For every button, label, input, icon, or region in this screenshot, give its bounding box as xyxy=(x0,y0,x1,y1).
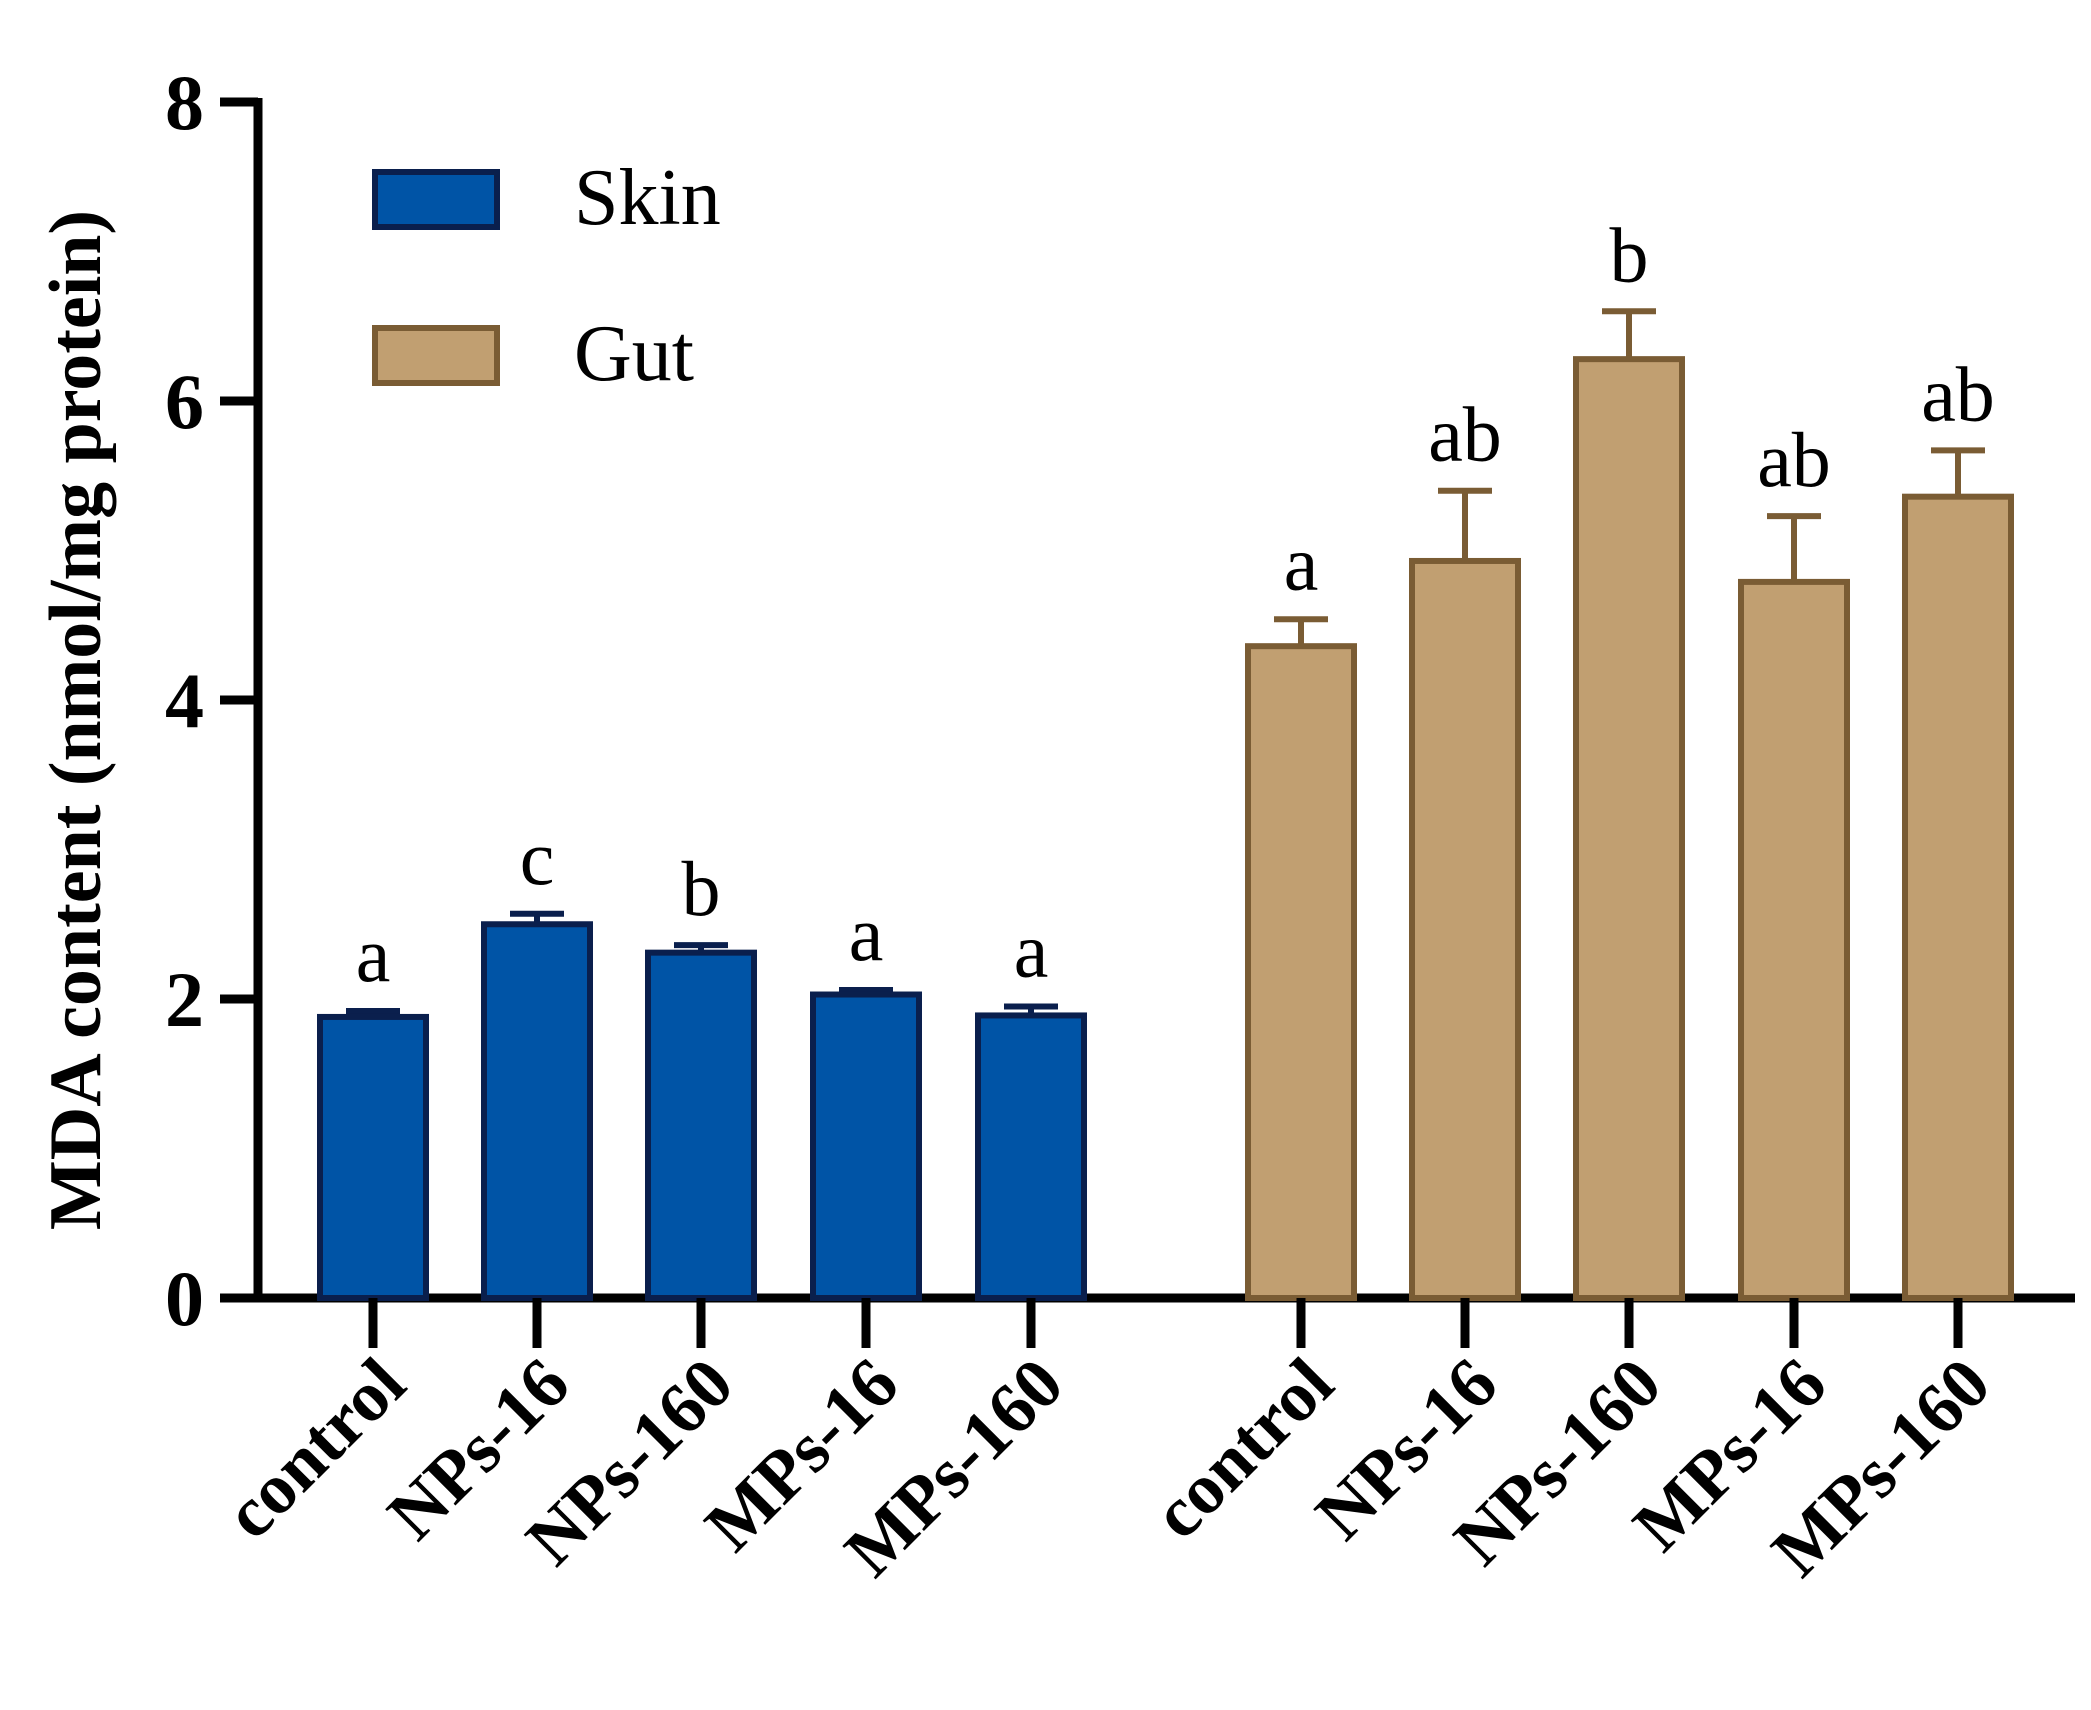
significance-label: a xyxy=(849,890,884,977)
y-axis-title: MDA content (nmol/mg protein) xyxy=(35,210,117,1230)
bar-gut-control xyxy=(1245,643,1357,1301)
significance-label: a xyxy=(356,911,391,998)
y-tick-label: 8 xyxy=(165,59,204,146)
significance-label: ab xyxy=(1428,391,1502,478)
bar-gut-nps-160 xyxy=(1573,356,1685,1301)
bar-gut-mps-16 xyxy=(1738,578,1850,1301)
legend-label-skin: Skin xyxy=(574,154,721,242)
y-tick-label: 2 xyxy=(165,956,204,1043)
y-tick-label: 0 xyxy=(165,1255,204,1342)
bar-skin-control xyxy=(317,1013,429,1301)
y-tick-label: 6 xyxy=(165,358,204,445)
x-tick-label: control xyxy=(1137,1343,1348,1554)
x-tick-label: control xyxy=(209,1343,420,1554)
bar-skin-mps-16 xyxy=(810,991,922,1301)
significance-label: a xyxy=(1284,519,1319,606)
significance-label: b xyxy=(1610,211,1649,298)
significance-label: ab xyxy=(1757,416,1831,503)
legend-swatch-gut xyxy=(372,325,500,386)
significance-label: ab xyxy=(1921,350,1995,437)
legend-swatch-skin xyxy=(372,169,500,230)
bar-skin-nps-160 xyxy=(645,949,757,1302)
legend-label-gut: Gut xyxy=(574,310,694,398)
bar-gut-nps-16 xyxy=(1409,557,1521,1301)
bar-gut-mps-160 xyxy=(1902,493,2014,1301)
significance-label: c xyxy=(520,814,555,901)
significance-label: a xyxy=(1014,906,1049,993)
chart-marks: 0 2 4 6 8 MDA content (nmol/mg protein) a contr… xyxy=(35,59,2075,1592)
bar-skin-nps-16 xyxy=(481,921,593,1301)
legend: Skin Gut xyxy=(372,154,721,398)
bar-skin-mps-160 xyxy=(975,1012,1087,1301)
significance-label: b xyxy=(682,845,721,932)
y-tick-label: 4 xyxy=(165,657,204,744)
